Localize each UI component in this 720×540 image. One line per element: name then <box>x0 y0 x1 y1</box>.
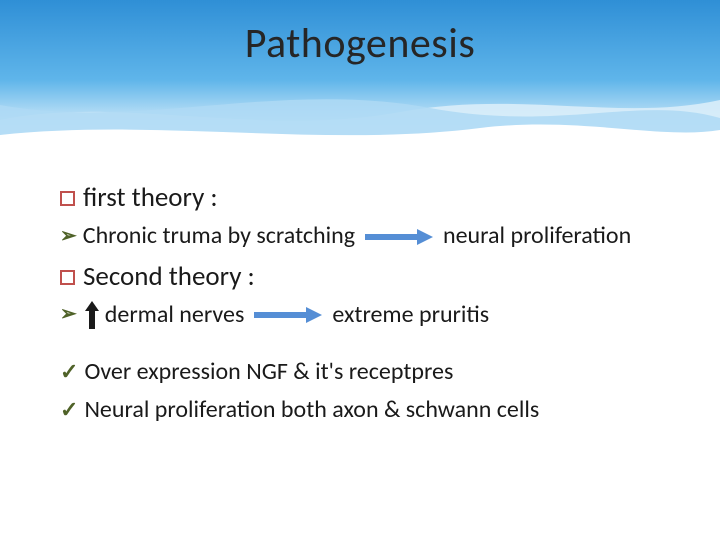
slide-title: Pathogenesis <box>0 18 720 69</box>
chronic-line: ➢ Chronic truma by scratching neural pro… <box>60 220 670 252</box>
check-bullet-icon: ✓ <box>60 395 78 425</box>
slide-body: first theory : ➢ Chronic truma by scratc… <box>60 180 670 432</box>
chronic-text: Chronic truma by scratching <box>83 220 355 252</box>
first-theory-text: first theory : <box>83 180 218 216</box>
second-theory-text: Second theory : <box>83 259 255 295</box>
first-theory-heading: first theory : <box>60 180 670 216</box>
dermal-nerves-text: dermal nerves <box>105 299 245 331</box>
dermal-line: ➢ dermal nerves extreme pruritis <box>60 299 670 331</box>
title-banner: Pathogenesis <box>0 0 720 145</box>
up-arrow-icon <box>85 301 99 329</box>
square-bullet-icon <box>60 270 75 285</box>
second-theory-heading: Second theory : <box>60 259 670 295</box>
over-expr-text: Over expression NGF & it's receptpres <box>84 356 453 388</box>
extreme-pruritis-text: extreme pruritis <box>332 299 489 331</box>
square-bullet-icon <box>60 191 75 206</box>
spacer <box>60 338 670 356</box>
neural-both-line: ✓ Neural proliferation both axon & schwa… <box>60 394 670 426</box>
right-arrow-icon <box>365 229 433 245</box>
chevron-bullet-icon: ➢ <box>60 226 77 246</box>
neural-prolif-text: neural proliferation <box>443 220 631 252</box>
check-bullet-icon: ✓ <box>60 357 78 387</box>
chevron-bullet-icon: ➢ <box>60 304 77 324</box>
over-expr-line: ✓ Over expression NGF & it's receptpres <box>60 356 670 388</box>
neural-both-text: Neural proliferation both axon & schwann… <box>84 394 539 426</box>
right-arrow-icon <box>254 307 322 323</box>
